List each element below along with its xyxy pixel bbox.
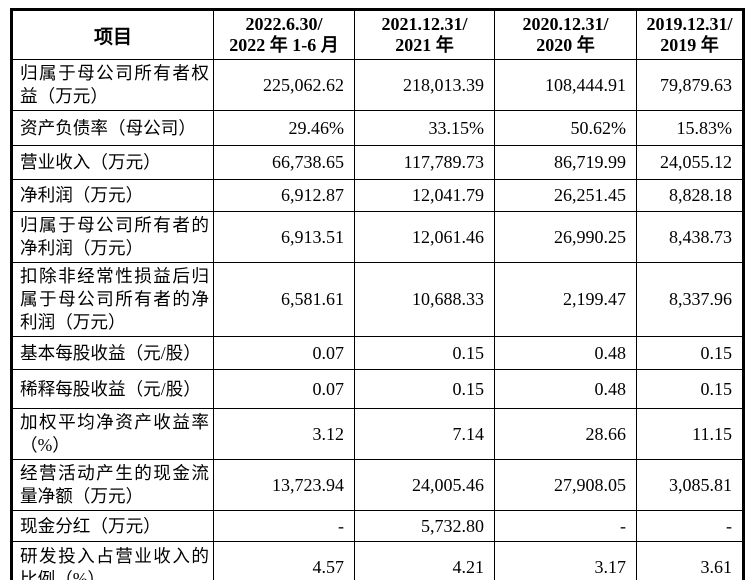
financial-summary-table: 项目 2022.6.30/2022 年 1-6 月 2021.12.31/202… [10,8,745,580]
value-cell: 4.57 [213,541,355,580]
value-cell: 10,688.33 [354,262,495,337]
header-period-2022: 2022.6.30/2022 年 1-6 月 [213,9,355,60]
value-cell: - [636,510,744,542]
header-period-2021-line1: 2021.12.31/ [381,14,468,34]
value-cell: 2,199.47 [494,262,637,337]
header-item: 项目 [11,9,214,60]
value-cell: 3.12 [213,408,355,460]
table-row-operating-cash-flow: 经营活动产生的现金流量净额（万元） 13,723.94 24,005.46 27… [11,459,744,511]
row-label: 研发投入占营业收入的比例（%） [11,541,214,580]
value-cell: 0.15 [636,336,744,370]
header-period-2020-line2: 2020 年 [536,35,595,55]
header-period-2021: 2021.12.31/2021 年 [354,9,495,60]
value-cell: 0.07 [213,369,355,409]
value-cell: 29.46% [213,110,355,146]
row-label: 营业收入（万元） [11,145,214,180]
table-row-roe: 加权平均净资产收益率（%） 3.12 7.14 28.66 11.15 [11,408,744,460]
table-row-basic-eps: 基本每股收益（元/股） 0.07 0.15 0.48 0.15 [11,336,744,370]
value-cell: 117,789.73 [354,145,495,180]
value-cell: 24,005.46 [354,459,495,511]
table-row-cash-dividend: 现金分红（万元） - 5,732.80 - - [11,510,744,542]
table-row-debt-ratio: 资产负债率（母公司） 29.46% 33.15% 50.62% 15.83% [11,110,744,146]
table-row-parent-net-profit: 归属于母公司所有者的净利润（万元） 6,913.51 12,061.46 26,… [11,211,744,263]
row-label: 现金分红（万元） [11,510,214,542]
value-cell: 26,990.25 [494,211,637,263]
value-cell: 0.15 [354,369,495,409]
value-cell: - [494,510,637,542]
value-cell: 8,828.18 [636,179,744,212]
value-cell: 8,438.73 [636,211,744,263]
value-cell: 66,738.65 [213,145,355,180]
table-row-diluted-eps: 稀释每股收益（元/股） 0.07 0.15 0.48 0.15 [11,369,744,409]
value-cell: 79,879.63 [636,59,744,111]
row-label: 稀释每股收益（元/股） [11,369,214,409]
row-label: 扣除非经常性损益后归属于母公司所有者的净利润（万元） [11,262,214,337]
value-cell: 6,912.87 [213,179,355,212]
table-row-revenue: 营业收入（万元） 66,738.65 117,789.73 86,719.99 … [11,145,744,180]
row-label: 资产负债率（母公司） [11,110,214,146]
value-cell: 0.48 [494,369,637,409]
value-cell: 0.15 [354,336,495,370]
table-row-equity: 归属于母公司所有者权益（万元） 225,062.62 218,013.39 10… [11,59,744,111]
table-row-adjusted-net-profit: 扣除非经常性损益后归属于母公司所有者的净利润（万元） 6,581.61 10,6… [11,262,744,337]
table-row-net-profit: 净利润（万元） 6,912.87 12,041.79 26,251.45 8,8… [11,179,744,212]
row-label: 基本每股收益（元/股） [11,336,214,370]
value-cell: 28.66 [494,408,637,460]
value-cell: 27,908.05 [494,459,637,511]
value-cell: 12,061.46 [354,211,495,263]
value-cell: 0.15 [636,369,744,409]
value-cell: 3.17 [494,541,637,580]
value-cell: 4.21 [354,541,495,580]
header-period-2019-line2: 2019 年 [660,35,719,55]
value-cell: 225,062.62 [213,59,355,111]
value-cell: 218,013.39 [354,59,495,111]
value-cell: 6,581.61 [213,262,355,337]
value-cell: 6,913.51 [213,211,355,263]
header-period-2022-line1: 2022.6.30/ [245,14,323,34]
header-period-2020: 2020.12.31/2020 年 [494,9,637,60]
value-cell: 3.61 [636,541,744,580]
value-cell: 12,041.79 [354,179,495,212]
value-cell: 11.15 [636,408,744,460]
row-label: 归属于母公司所有者的净利润（万元） [11,211,214,263]
header-period-2019: 2019.12.31/2019 年 [636,9,744,60]
value-cell: 33.15% [354,110,495,146]
value-cell: 7.14 [354,408,495,460]
value-cell: 0.48 [494,336,637,370]
header-period-2022-line2: 2022 年 1-6 月 [229,35,339,55]
value-cell: 5,732.80 [354,510,495,542]
value-cell: 3,085.81 [636,459,744,511]
value-cell: 13,723.94 [213,459,355,511]
row-label: 加权平均净资产收益率（%） [11,408,214,460]
row-label: 经营活动产生的现金流量净额（万元） [11,459,214,511]
header-period-2021-line2: 2021 年 [395,35,454,55]
value-cell: 26,251.45 [494,179,637,212]
value-cell: 50.62% [494,110,637,146]
value-cell: 0.07 [213,336,355,370]
header-period-2019-line1: 2019.12.31/ [646,14,733,34]
value-cell: 86,719.99 [494,145,637,180]
value-cell: 24,055.12 [636,145,744,180]
header-period-2020-line1: 2020.12.31/ [522,14,609,34]
table-row-rd-ratio: 研发投入占营业收入的比例（%） 4.57 4.21 3.17 3.61 [11,541,744,580]
row-label: 归属于母公司所有者权益（万元） [11,59,214,111]
header-row: 项目 2022.6.30/2022 年 1-6 月 2021.12.31/202… [11,9,744,60]
value-cell: 8,337.96 [636,262,744,337]
row-label: 净利润（万元） [11,179,214,212]
value-cell: 15.83% [636,110,744,146]
value-cell: - [213,510,355,542]
value-cell: 108,444.91 [494,59,637,111]
